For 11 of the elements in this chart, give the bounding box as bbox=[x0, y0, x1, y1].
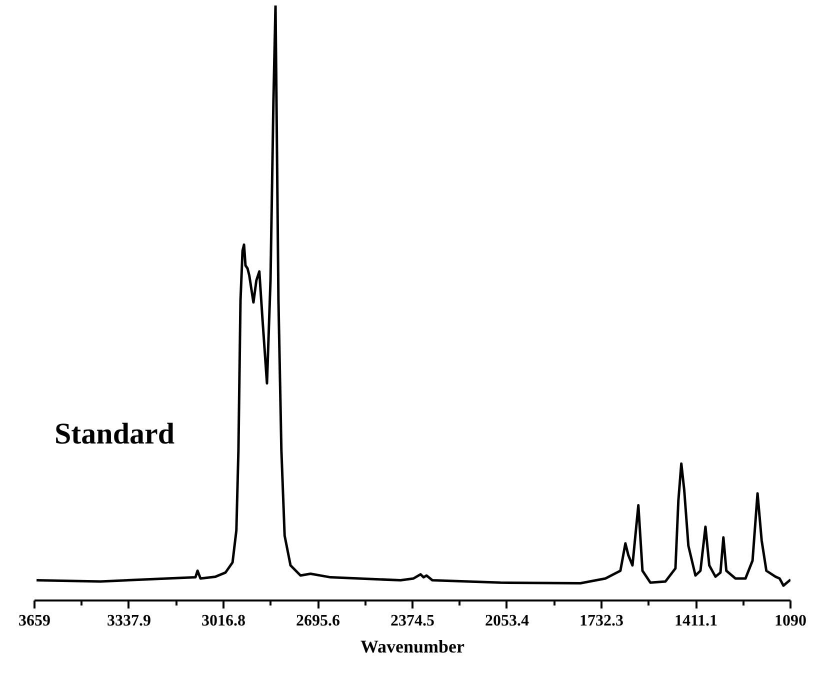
x-tick-label: 1090 bbox=[774, 612, 806, 630]
x-tick-label: 2695.6 bbox=[296, 612, 340, 630]
x-tick-label: 2374.5 bbox=[390, 612, 434, 630]
x-tick-label: 1411.1 bbox=[674, 612, 718, 630]
x-tick-label: 3337.9 bbox=[106, 612, 151, 630]
x-tick-label: 3659 bbox=[18, 612, 50, 630]
x-tick-label: 1732.3 bbox=[579, 612, 624, 630]
x-axis-title: Wavenumber bbox=[360, 636, 465, 656]
annotation: Standard bbox=[54, 418, 175, 450]
x-tick-label: 2053.4 bbox=[484, 612, 529, 630]
x-tick-label: 3016.8 bbox=[201, 612, 246, 630]
